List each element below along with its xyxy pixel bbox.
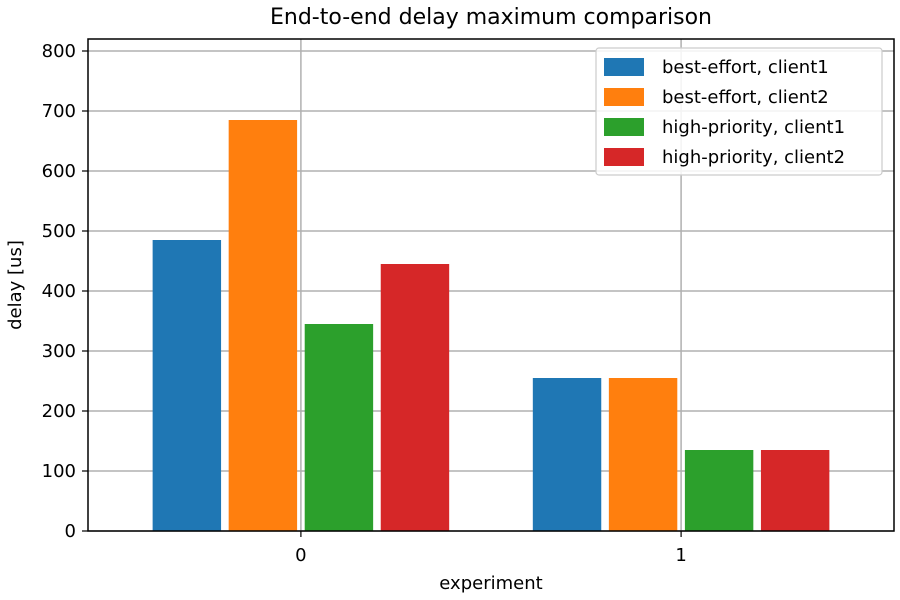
y-tick-label: 400: [42, 281, 76, 302]
bar: [684, 450, 754, 531]
y-tick-label: 300: [42, 341, 76, 362]
y-tick-label: 600: [42, 161, 76, 182]
x-tick-label: 1: [675, 545, 686, 566]
legend-label: best-effort, client2: [662, 87, 829, 108]
legend-swatch: [604, 148, 644, 166]
legend-label: high-priority, client1: [662, 117, 845, 138]
y-tick-label: 100: [42, 461, 76, 482]
chart-title: End-to-end delay maximum comparison: [270, 5, 712, 30]
bar: [532, 378, 602, 531]
bar: [380, 264, 450, 531]
bar: [760, 450, 830, 531]
bar: [304, 324, 374, 531]
y-tick-label: 800: [42, 41, 76, 62]
legend-swatch: [604, 58, 644, 76]
y-tick-label: 0: [65, 521, 76, 542]
legend-swatch: [604, 118, 644, 136]
legend-box: [595, 47, 883, 176]
legend-label: high-priority, client2: [662, 147, 845, 168]
bar: [152, 240, 222, 531]
legend-label: best-effort, client1: [662, 57, 829, 78]
x-tick-label: 0: [295, 545, 306, 566]
bar: [228, 120, 298, 531]
bars: [152, 120, 830, 531]
x-axis-label: experiment: [439, 573, 542, 594]
y-tick-label: 500: [42, 221, 76, 242]
bar: [608, 378, 678, 531]
legend: best-effort, client1 best-effort, client2…: [595, 47, 883, 176]
plot-frame: [87, 38, 895, 532]
y-tick-label: 200: [42, 401, 76, 422]
y-axis: 0 100 200 300 400 500 600 700 800: [42, 41, 88, 542]
legend-swatch: [604, 88, 644, 106]
y-tick-label: 700: [42, 101, 76, 122]
y-axis-label: delay [us]: [5, 240, 26, 330]
